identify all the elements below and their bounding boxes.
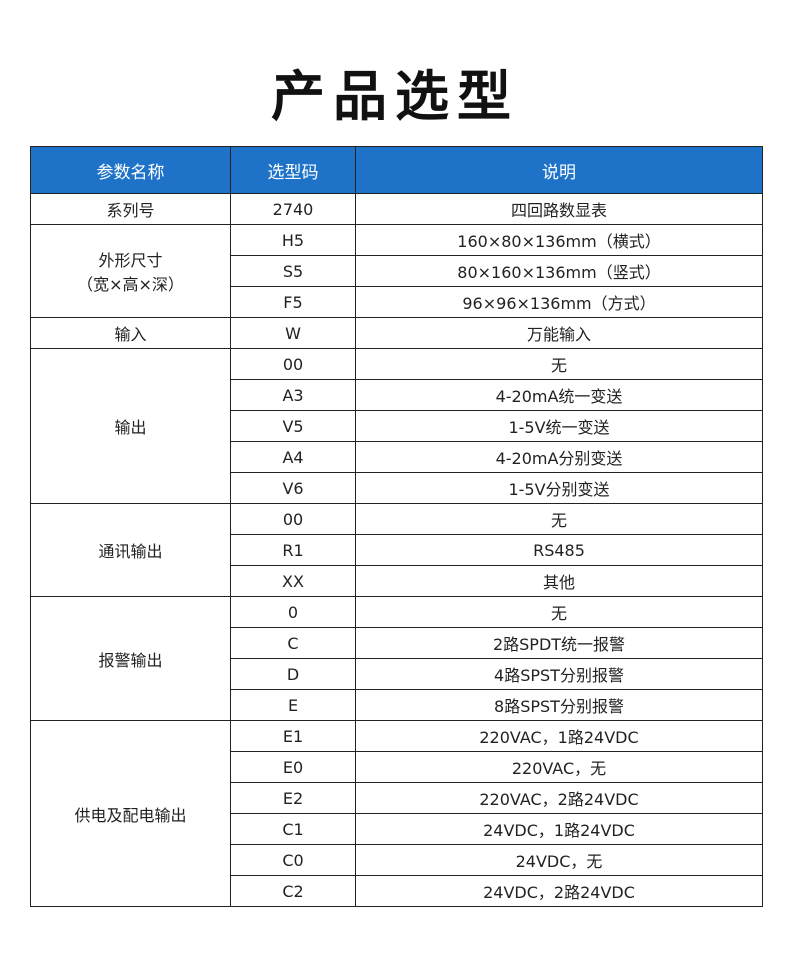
table-row: 输出 00 无: [30, 348, 763, 504]
table-row: 通讯输出 00 无: [30, 503, 763, 597]
param-name: 输出: [30, 348, 231, 504]
param-name: 供电及配电输出: [30, 720, 231, 907]
code-cell: S5: [230, 255, 356, 287]
code-cell: C1: [230, 813, 356, 845]
code-cell: V5: [230, 410, 356, 442]
description-cell: 无: [355, 348, 763, 380]
table-header: 参数名称 选型码 说明: [30, 146, 763, 194]
description-cell: 24VDC，无: [355, 844, 763, 876]
code-cell: E1: [230, 720, 356, 752]
description-cell: 220VAC，1路24VDC: [355, 720, 763, 752]
header-param: 参数名称: [30, 146, 231, 194]
description-cell: 1-5V分别变送: [355, 472, 763, 504]
code-cell: 00: [230, 348, 356, 380]
code-cell: XX: [230, 565, 356, 597]
code-cell: R1: [230, 534, 356, 566]
table-row: R1 RS485: [31, 534, 763, 566]
param-name: 系列号: [30, 193, 231, 225]
table-row: XX 其他: [31, 565, 763, 597]
code-cell: H5: [230, 224, 356, 256]
description-cell: 8路SPST分别报警: [355, 689, 763, 721]
table-row: 报警输出 0 无: [30, 596, 763, 721]
code-cell: D: [230, 658, 356, 690]
param-name: 通讯输出: [30, 503, 231, 597]
header-desc: 说明: [355, 146, 763, 194]
description-cell: 无: [355, 596, 763, 628]
description-cell: 4-20mA统一变送: [355, 379, 763, 411]
table-row: D 4路SPST分别报警: [31, 658, 763, 690]
code-cell: E: [230, 689, 356, 721]
table-row: 外形尺寸 （宽×高×深） H5 160×80×136mm（横式）: [30, 224, 763, 318]
param-name: 输入: [30, 317, 231, 349]
code-cell: A3: [230, 379, 356, 411]
description-cell: 4路SPST分别报警: [355, 658, 763, 690]
table-row: C0 24VDC，无: [31, 844, 763, 876]
table-row: 系列号 2740 四回路数显表: [30, 193, 763, 225]
description-cell: 四回路数显表: [355, 193, 763, 225]
description-cell: 1-5V统一变送: [355, 410, 763, 442]
description-cell: 其他: [355, 565, 763, 597]
code-cell: E0: [230, 751, 356, 783]
table-row: A4 4-20mA分别变送: [31, 441, 763, 473]
code-cell: F5: [230, 286, 356, 318]
table-row: V5 1-5V统一变送: [31, 410, 763, 442]
description-cell: 24VDC，2路24VDC: [355, 875, 763, 907]
description-cell: 96×96×136mm（方式）: [355, 286, 763, 318]
code-cell: A4: [230, 441, 356, 473]
description-cell: 无: [355, 503, 763, 535]
header-code: 选型码: [230, 146, 356, 194]
code-cell: C0: [230, 844, 356, 876]
code-cell: 00: [230, 503, 356, 535]
param-name: 外形尺寸 （宽×高×深）: [30, 224, 231, 318]
table-row: V6 1-5V分别变送: [31, 472, 763, 504]
code-cell: C: [230, 627, 356, 659]
code-cell: V6: [230, 472, 356, 504]
description-cell: RS485: [355, 534, 763, 566]
description-cell: 80×160×136mm（竖式）: [355, 255, 763, 287]
table-row: E0 220VAC，无: [31, 751, 763, 783]
table-row: S5 80×160×136mm（竖式）: [31, 255, 763, 287]
description-cell: 4-20mA分别变送: [355, 441, 763, 473]
table-row: 供电及配电输出 E1 220VAC，1路24VDC: [30, 720, 763, 907]
page-title: 产品选型: [271, 65, 519, 128]
table-row: 输入 W 万能输入: [30, 317, 763, 349]
code-cell: W: [230, 317, 356, 349]
description-cell: 220VAC，无: [355, 751, 763, 783]
table-row: C1 24VDC，1路24VDC: [31, 813, 763, 845]
description-cell: 24VDC，1路24VDC: [355, 813, 763, 845]
description-cell: 160×80×136mm（横式）: [355, 224, 763, 256]
code-cell: 2740: [230, 193, 356, 225]
code-cell: E2: [230, 782, 356, 814]
code-cell: C2: [230, 875, 356, 907]
table-row: F5 96×96×136mm（方式）: [31, 286, 763, 318]
selection-table: 参数名称 选型码 说明 系列号 2740 四回路数显表 外形尺寸 （宽×高×深） H5 1…: [30, 146, 763, 907]
table-row: C 2路SPDT统一报警: [31, 627, 763, 659]
description-cell: 万能输入: [355, 317, 763, 349]
description-cell: 2路SPDT统一报警: [355, 627, 763, 659]
code-cell: 0: [230, 596, 356, 628]
param-name: 报警输出: [30, 596, 231, 721]
table-row: C2 24VDC，2路24VDC: [31, 875, 763, 907]
table-row: A3 4-20mA统一变送: [31, 379, 763, 411]
description-cell: 220VAC，2路24VDC: [355, 782, 763, 814]
